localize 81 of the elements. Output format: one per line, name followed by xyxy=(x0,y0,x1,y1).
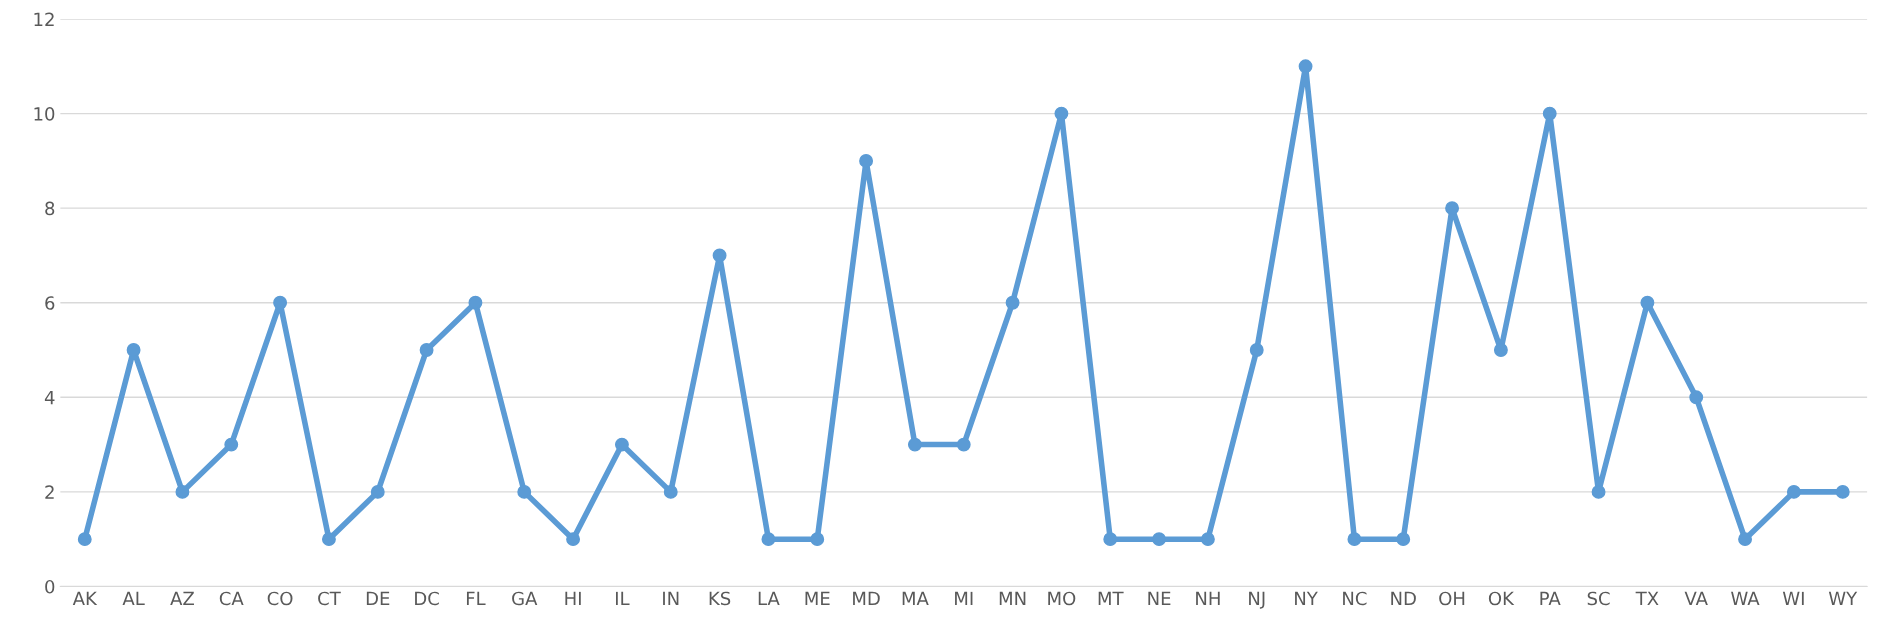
point xyxy=(1103,532,1118,547)
point xyxy=(1738,532,1753,547)
y-tick-label: 10 xyxy=(34,107,55,121)
x-tick-label: NJ xyxy=(1249,591,1265,609)
point xyxy=(1445,201,1460,216)
x-tick-label: MD xyxy=(853,591,880,606)
x-tick-label: VA xyxy=(1684,591,1708,606)
point xyxy=(761,532,776,547)
point xyxy=(907,437,922,452)
point xyxy=(1298,59,1313,74)
point xyxy=(1835,484,1850,499)
x-tick-label: MT xyxy=(1098,591,1124,606)
point xyxy=(712,248,727,263)
point xyxy=(468,295,483,310)
point xyxy=(77,532,92,547)
point xyxy=(1786,484,1801,499)
x-tick-label: CO xyxy=(267,591,293,606)
point xyxy=(175,484,190,499)
x-tick-label: CA xyxy=(219,591,244,606)
point xyxy=(1005,295,1020,310)
y-tick-label: 0 xyxy=(45,579,55,594)
y-tick-label: 6 xyxy=(45,296,55,310)
x-tick-label: CT xyxy=(318,591,341,606)
x-tick-label: MO xyxy=(1048,591,1076,606)
point xyxy=(1591,484,1606,499)
x-tick-label: NY xyxy=(1295,591,1318,606)
x-tick-label: AL xyxy=(122,591,145,606)
x-tick-label: TX xyxy=(1635,591,1659,606)
point xyxy=(1152,532,1167,547)
x-tick-label: IL xyxy=(616,591,630,606)
point xyxy=(370,484,385,499)
x-tick-label: IN xyxy=(663,591,679,606)
x-tick-label: AZ xyxy=(170,591,194,606)
point xyxy=(614,437,629,452)
x-tick-label: OK xyxy=(1488,591,1515,606)
point xyxy=(273,295,288,310)
point xyxy=(1689,390,1704,405)
x-tick-label: MI xyxy=(955,591,973,606)
y-tick-label: 4 xyxy=(44,391,55,405)
y-tick-label: 12 xyxy=(34,12,54,26)
point xyxy=(1640,295,1655,310)
x-tick-label: ND xyxy=(1391,591,1416,606)
point xyxy=(321,532,336,547)
x-tick-label: FL xyxy=(466,591,486,606)
x-tick-label: GA xyxy=(512,591,538,606)
x-tick-label: DC xyxy=(415,591,439,606)
point xyxy=(126,343,141,357)
x-tick-label: DE xyxy=(366,591,390,606)
x-tick-label: LA xyxy=(758,591,780,606)
x-tick-label: MN xyxy=(999,591,1026,606)
x-tick-label: NH xyxy=(1196,591,1220,606)
point xyxy=(1542,106,1557,121)
point xyxy=(1249,343,1264,357)
x-tick-label: NC xyxy=(1343,591,1367,606)
y-tick-label: 8 xyxy=(45,201,55,216)
point xyxy=(859,153,874,168)
x-tick-label: OH xyxy=(1439,591,1465,606)
x-tick-label: NE xyxy=(1148,591,1171,606)
point xyxy=(1396,532,1411,547)
x-tick-label: WA xyxy=(1731,591,1760,606)
x-tick-label: AK xyxy=(72,591,98,606)
point xyxy=(1347,532,1362,547)
x-tick-label: SC xyxy=(1587,591,1610,606)
point xyxy=(956,437,971,452)
point xyxy=(1200,532,1215,547)
x-tick-label: ME xyxy=(805,591,830,606)
point xyxy=(663,484,678,499)
point xyxy=(810,532,825,547)
x-tick-label: WI xyxy=(1782,591,1804,606)
x-tick-label: HI xyxy=(565,591,581,606)
point xyxy=(419,343,434,357)
x-tick-label: WY xyxy=(1828,591,1858,606)
point xyxy=(566,532,581,547)
point xyxy=(1493,343,1508,357)
point xyxy=(1054,106,1069,121)
x-tick-label: PA xyxy=(1540,591,1561,606)
y-tick-label: 2 xyxy=(45,485,54,499)
x-tick-label: KS xyxy=(709,591,731,606)
point xyxy=(517,484,532,499)
point xyxy=(224,437,239,452)
x-tick-label: MA xyxy=(902,591,929,606)
